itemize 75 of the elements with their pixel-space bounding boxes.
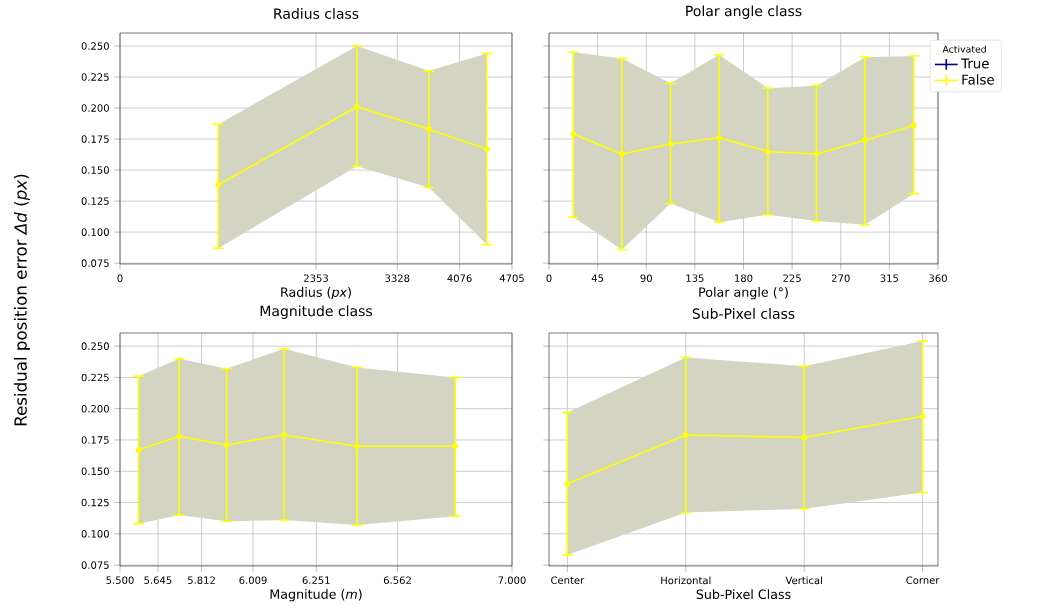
chart-title: Magnitude class <box>260 305 373 319</box>
chart-title: Radius class <box>274 8 359 19</box>
point <box>570 131 577 137</box>
y-tick-label: 0.175 <box>81 135 109 143</box>
x-tick-label: 90 <box>640 274 652 282</box>
point <box>426 126 432 132</box>
chart-title: Sub-Pixel class <box>692 308 795 319</box>
y-tick-label: 0.200 <box>81 104 109 112</box>
chart-title: Polar angle class <box>686 5 802 19</box>
y-tick-label: 0.200 <box>81 404 109 413</box>
point <box>354 443 360 450</box>
point <box>919 413 926 419</box>
y-tick-label: 0.250 <box>81 342 109 350</box>
x-axis-title: Magnitude (m) <box>270 589 362 602</box>
point <box>910 122 917 129</box>
point <box>801 434 807 441</box>
x-tick-label: Corner <box>906 576 940 584</box>
x-tick-label: Horizontal <box>661 576 711 585</box>
point <box>862 137 868 144</box>
x-axis-title: Radius (px) <box>281 287 351 300</box>
point <box>176 433 182 440</box>
x-tick-label: 7.000 <box>498 576 526 584</box>
x-tick-label: 4705 <box>499 274 524 282</box>
y-tick-label: 0.225 <box>81 73 109 81</box>
point <box>484 146 490 152</box>
point <box>667 141 674 147</box>
point <box>716 135 722 141</box>
legend-title: Activated <box>942 45 986 53</box>
x-axis-title: Polar angle (°) <box>699 287 788 300</box>
x-tick-label: 6.562 <box>383 576 411 584</box>
x-tick-label: 225 <box>783 274 801 282</box>
point <box>813 151 820 157</box>
point <box>765 148 771 155</box>
x-tick-label: 4076 <box>447 274 472 282</box>
x-tick-label: Vertical <box>785 576 822 585</box>
point <box>215 182 222 188</box>
y-tick-label: 0.100 <box>81 530 109 538</box>
x-tick-label: 6.251 <box>302 576 330 584</box>
y-tick-label: 0.075 <box>81 259 109 267</box>
y-tick-label: 0.150 <box>81 166 109 174</box>
x-tick-label: 45 <box>591 274 604 282</box>
x-tick-label: 315 <box>880 274 899 282</box>
y-tick-label: 0.225 <box>81 373 109 382</box>
y-tick-label: 0.250 <box>81 42 109 50</box>
point <box>619 151 625 157</box>
legend-label: False <box>962 74 994 85</box>
point <box>682 432 689 438</box>
y-tick-label: 0.125 <box>81 498 109 507</box>
x-tick-label: 0 <box>117 274 123 282</box>
x-tick-label: 270 <box>831 274 850 282</box>
y-axis-title: Residual position error Δd (px) <box>13 174 31 426</box>
y-tick-label: 0.150 <box>81 467 109 476</box>
x-axis-title: Sub-Pixel Class <box>696 589 791 600</box>
point <box>354 104 360 110</box>
x-tick-label: 360 <box>929 274 947 282</box>
legend-label: True <box>961 58 989 69</box>
x-tick-label: Center <box>551 576 585 584</box>
x-tick-label: 6.009 <box>239 576 267 584</box>
point <box>564 480 571 487</box>
x-tick-label: 3328 <box>385 274 410 282</box>
point <box>135 447 142 453</box>
point <box>452 443 459 450</box>
y-tick-label: 0.075 <box>81 561 109 569</box>
y-tick-label: 0.175 <box>81 436 109 444</box>
point <box>223 442 230 448</box>
point <box>281 432 287 438</box>
y-tick-label: 0.125 <box>81 197 109 205</box>
x-tick-label: 2353 <box>304 274 328 282</box>
x-tick-label: 0 <box>546 274 552 282</box>
x-tick-label: 5.500 <box>106 576 134 584</box>
x-tick-label: 180 <box>735 274 753 282</box>
y-tick-label: 0.100 <box>81 228 109 236</box>
x-tick-label: 5.645 <box>144 576 172 584</box>
x-tick-label: 5.812 <box>188 576 215 584</box>
x-tick-label: 135 <box>686 274 704 282</box>
